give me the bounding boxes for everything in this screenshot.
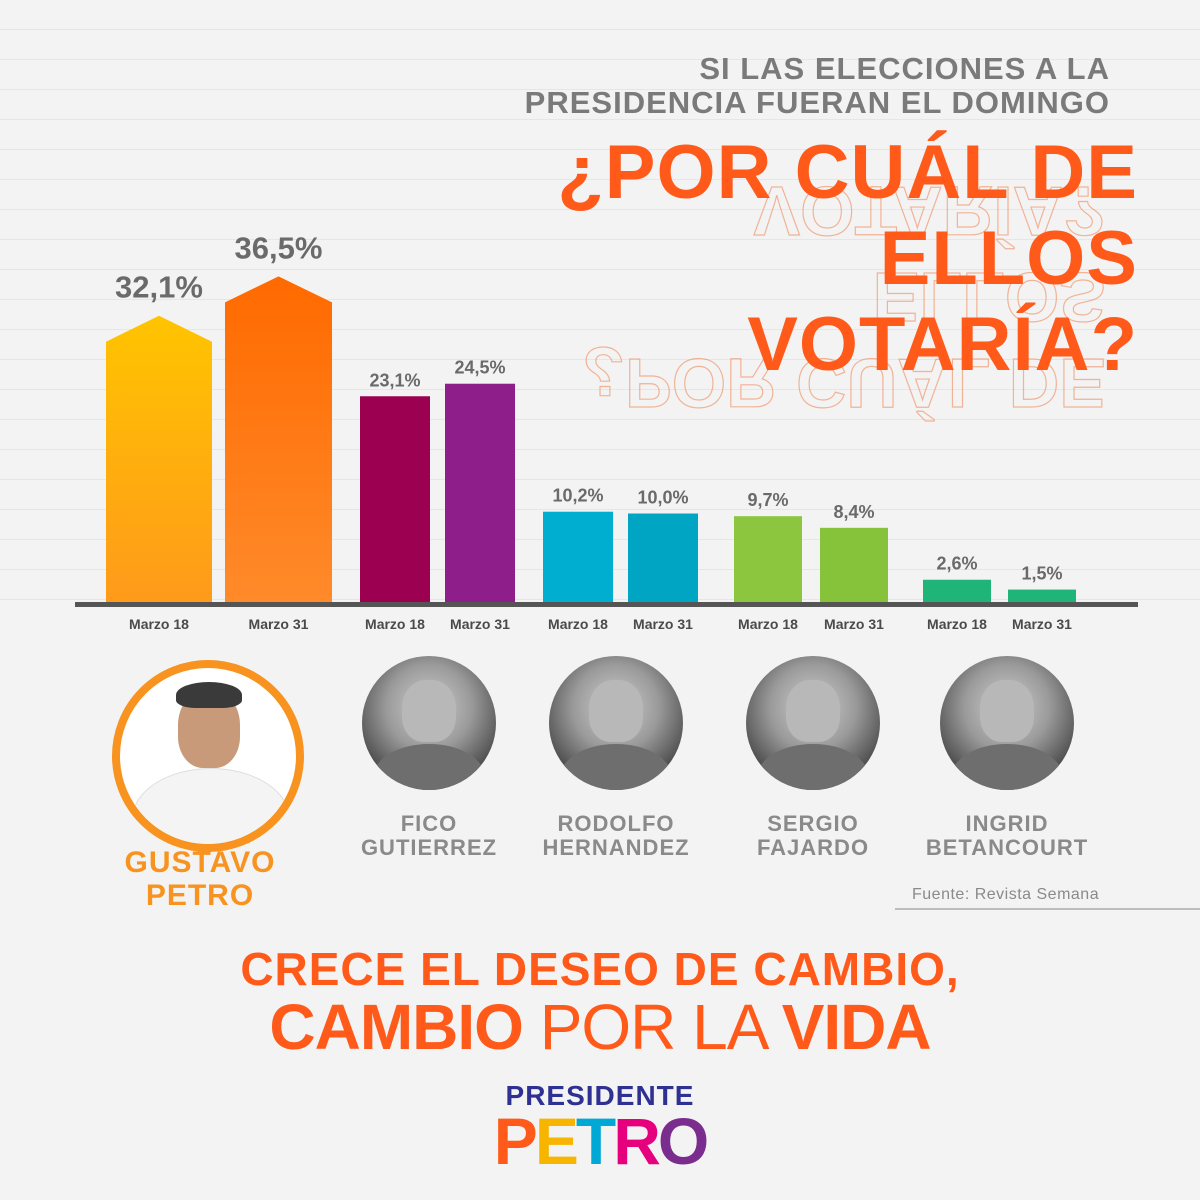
bar-10 (1008, 589, 1076, 603)
bar-7 (734, 516, 802, 603)
candidate-name-line1: RODOLFO (557, 811, 675, 836)
category-label-1: Marzo 18 (129, 616, 189, 632)
candidate-name-line2: GUTIERREZ (360, 835, 498, 860)
headline-text: ¿POR CUÁL DE ELLOS VOTARÍA? (557, 130, 1138, 388)
candidate-name-line1: GUSTAVO (124, 846, 276, 879)
category-label-7: Marzo 18 (738, 616, 798, 632)
avatar-rodolfo-hernandez (549, 656, 683, 790)
candidate-name-line1: FICO (400, 811, 458, 836)
avatar-hair (176, 682, 242, 708)
source-divider (895, 908, 1200, 910)
avatar-face (786, 680, 840, 742)
bar-4 (445, 383, 515, 603)
slogan-word-vida: VIDA (781, 991, 932, 1063)
candidate-name-sergio: SERGIO FAJARDO (713, 812, 913, 860)
category-label-3: Marzo 18 (365, 616, 425, 632)
pretitle-line2: PRESIDENCIA FUERAN EL DOMINGO (524, 85, 1110, 120)
logo-presidente: PRESIDENTE (505, 1080, 695, 1111)
avatar-face (402, 680, 456, 742)
bar-value-label-5: 10,2% (552, 486, 603, 506)
candidate-name-line1: SERGIO (767, 811, 859, 836)
bar-5 (543, 511, 613, 603)
bar-value-label-6: 10,0% (637, 488, 688, 508)
category-label-9: Marzo 18 (927, 616, 987, 632)
candidate-name-line2: BETANCOURT (925, 835, 1089, 860)
avatar-shoulders (372, 744, 486, 790)
logo-letter: E (534, 1104, 579, 1178)
category-label-2: Marzo 31 (249, 616, 309, 632)
bar-value-label-3: 23,1% (369, 370, 420, 390)
slogan-word-por-la: POR LA (539, 991, 766, 1063)
candidate-name-line2: PETRO (145, 879, 255, 912)
bar-value-label-1: 32,1% (115, 270, 203, 305)
bar-value-label-2: 36,5% (235, 230, 323, 265)
logo-petro: PETRO (0, 1106, 1200, 1176)
bar-2 (225, 276, 332, 603)
avatar-shoulders (756, 744, 870, 790)
avatar-shoulders (559, 744, 673, 790)
candidate-name-line2: HERNANDEZ (542, 835, 690, 860)
x-axis-line (75, 602, 1138, 607)
source-note: Fuente: Revista Semana (912, 886, 1100, 903)
avatar-fico-gutierrez (362, 656, 496, 790)
avatar-shoulders (950, 744, 1064, 790)
logo-letter: P (493, 1104, 538, 1178)
slogan-line1: CRECE EL DESEO DE CAMBIO, (240, 943, 960, 995)
headline-line3: VOTARÍA? (747, 302, 1138, 387)
bar-8 (820, 527, 888, 603)
logo-letter: R (613, 1104, 661, 1178)
bar-3 (360, 396, 430, 603)
logo-letter: T (575, 1104, 616, 1178)
pretitle: SI LAS ELECCIONES A LA PRESIDENCIA FUERA… (525, 52, 1110, 120)
avatar-face (980, 680, 1034, 742)
avatar-face (589, 680, 643, 742)
bar-value-label-10: 1,5% (1021, 564, 1062, 584)
bar-value-label-7: 9,7% (747, 490, 788, 510)
bar-1 (106, 315, 212, 603)
candidate-name-petro: GUSTAVO PETRO (90, 846, 310, 912)
category-label-5: Marzo 18 (548, 616, 608, 632)
candidate-name-rodolfo: RODOLFO HERNANDEZ (516, 812, 716, 860)
headline-line1: ¿POR CUÁL DE (557, 130, 1138, 215)
candidate-name-fico: FICO GUTIERREZ (329, 812, 529, 860)
category-label-4: Marzo 31 (450, 616, 510, 632)
bar-value-label-8: 8,4% (833, 502, 874, 522)
bar-6 (628, 513, 698, 603)
candidate-name-ingrid: INGRID BETANCOURT (907, 812, 1107, 860)
bar-9 (923, 579, 991, 603)
avatar-shirt (132, 768, 290, 844)
avatar-gustavo-petro (112, 660, 304, 852)
slogan-word-cambio: CAMBIO (269, 991, 524, 1063)
headline-line2: ELLOS (879, 216, 1138, 301)
slogan-line2: CAMBIO POR LA VIDA (0, 990, 1200, 1064)
headline: ¿POR CUÁL DE ELLOS VOTARÍA? ¿POR CUÁL DE… (557, 130, 1138, 423)
logo-letter: O (657, 1104, 709, 1178)
bar-chart: 32,1% Marzo 18 36,5% Marzo 31 23,1% Marzo 18 2… (75, 230, 1138, 632)
category-label-10: Marzo 31 (1012, 616, 1072, 632)
candidate-name-line1: INGRID (965, 811, 1049, 836)
candidate-name-line2: FAJARDO (756, 835, 870, 860)
bar-value-label-9: 2,6% (936, 554, 977, 574)
category-label-8: Marzo 31 (824, 616, 884, 632)
bar-value-label-4: 24,5% (454, 358, 505, 378)
avatar-ingrid-betancourt (940, 656, 1074, 790)
avatar-sergio-fajardo (746, 656, 880, 790)
category-label-6: Marzo 31 (633, 616, 693, 632)
pretitle-line1: SI LAS ELECCIONES A LA (699, 51, 1110, 86)
